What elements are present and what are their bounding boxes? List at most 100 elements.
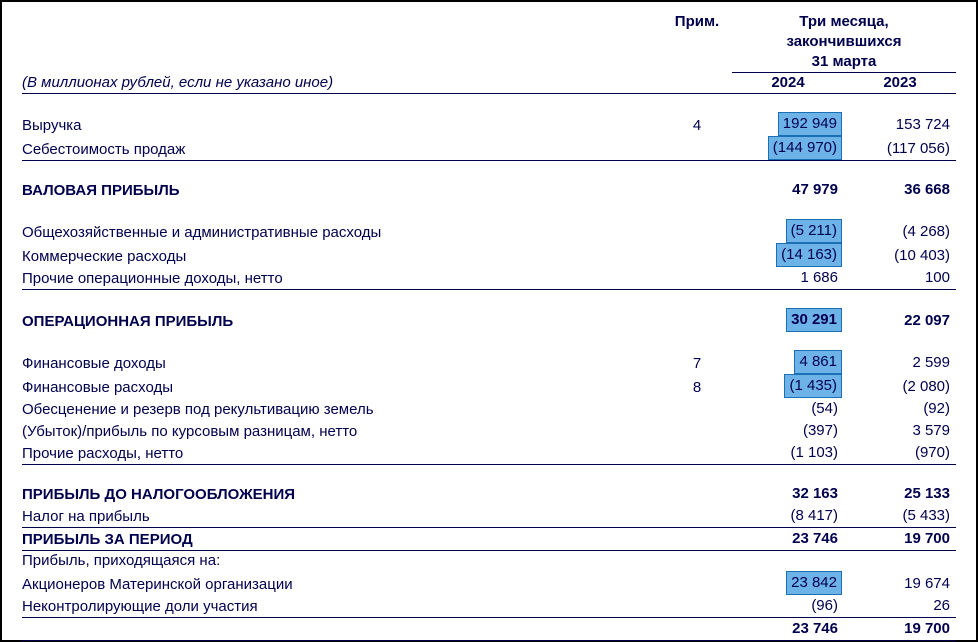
- row-value-2024: 47 979: [732, 179, 844, 201]
- header-units: (В миллионах рублей, если не указано ино…: [22, 74, 333, 91]
- row-value-2024: 23 746: [732, 528, 844, 551]
- row-value-2023: 100: [844, 267, 956, 290]
- row-note: [662, 483, 732, 505]
- row-value-2023: 19 700: [844, 528, 956, 551]
- row-label: Себестоимость продаж: [22, 136, 662, 161]
- row-value-2023: (5 433): [844, 505, 956, 528]
- row-value-2023: [844, 551, 956, 572]
- row-value-2023: 3 579: [844, 420, 956, 442]
- row-label: Общехозяйственные и административные рас…: [22, 219, 662, 243]
- table-row: Прочие операционные доходы, нетто 1 68610…: [22, 267, 956, 290]
- row-note: 8: [662, 374, 732, 398]
- table-row: Прочие расходы, нетто (1 103)(970): [22, 442, 956, 465]
- row-note: 7: [662, 350, 732, 374]
- row-value-2023: (970): [844, 442, 956, 465]
- row-note: [662, 136, 732, 161]
- row-note: [662, 179, 732, 201]
- row-label: [22, 618, 662, 641]
- table-row: Налог на прибыль (8 417)(5 433): [22, 505, 956, 528]
- row-value-2023: (10 403): [844, 243, 956, 267]
- row-value-2024: [732, 551, 844, 572]
- row-value-2023: (92): [844, 398, 956, 420]
- row-value-2024: 192 949: [732, 112, 844, 136]
- row-label: Акционеров Материнской организации: [22, 571, 662, 595]
- row-label: Прочие операционные доходы, нетто: [22, 267, 662, 290]
- row-label: ПРИБЫЛЬ ДО НАЛОГООБЛОЖЕНИЯ: [22, 483, 662, 505]
- table-row: 23 74619 700: [22, 618, 956, 641]
- table-row: (Убыток)/прибыль по курсовым разницам, н…: [22, 420, 956, 442]
- row-note: [662, 571, 732, 595]
- row-value-2024: (1 103): [732, 442, 844, 465]
- table-row: ВАЛОВАЯ ПРИБЫЛЬ 47 97936 668: [22, 179, 956, 201]
- row-value-2023: 25 133: [844, 483, 956, 505]
- table-row: Финансовые расходы8(1 435)(2 080): [22, 374, 956, 398]
- row-label: Коммерческие расходы: [22, 243, 662, 267]
- row-note: [662, 267, 732, 290]
- row-note: [662, 442, 732, 465]
- row-note: [662, 595, 732, 618]
- row-label: Финансовые доходы: [22, 350, 662, 374]
- table-row: Прибыль, приходящаяся на:: [22, 551, 956, 572]
- header-period-l2: закончившихся: [786, 33, 901, 50]
- row-label: ОПЕРАЦИОННАЯ ПРИБЫЛЬ: [22, 308, 662, 332]
- row-value-2024: (397): [732, 420, 844, 442]
- row-value-2023: 153 724: [844, 112, 956, 136]
- table-row: Обесценение и резерв под рекультивацию з…: [22, 398, 956, 420]
- row-value-2024: 1 686: [732, 267, 844, 290]
- table-row: Выручка4192 949153 724: [22, 112, 956, 136]
- table-row: ПРИБЫЛЬ ДО НАЛОГООБЛОЖЕНИЯ 32 16325 133: [22, 483, 956, 505]
- row-value-2024: (144 970): [732, 136, 844, 161]
- row-note: [662, 398, 732, 420]
- row-label: Финансовые расходы: [22, 374, 662, 398]
- row-value-2024: 23 746: [732, 618, 844, 641]
- row-value-2023: (4 268): [844, 219, 956, 243]
- header-note: Прим.: [675, 13, 719, 30]
- table-row: Неконтролирующие доли участия (96)26: [22, 595, 956, 618]
- row-label: ПРИБЫЛЬ ЗА ПЕРИОД: [22, 528, 662, 551]
- row-note: [662, 308, 732, 332]
- row-value-2024: (14 163): [732, 243, 844, 267]
- row-note: [662, 551, 732, 572]
- row-value-2024: (54): [732, 398, 844, 420]
- table-row: ОПЕРАЦИОННАЯ ПРИБЫЛЬ 30 29122 097: [22, 308, 956, 332]
- row-value-2024: 23 842: [732, 571, 844, 595]
- row-note: [662, 243, 732, 267]
- row-note: [662, 219, 732, 243]
- row-label: Выручка: [22, 112, 662, 136]
- row-value-2024: (1 435): [732, 374, 844, 398]
- row-value-2023: 19 700: [844, 618, 956, 641]
- row-value-2023: 36 668: [844, 179, 956, 201]
- row-note: [662, 420, 732, 442]
- income-statement-table: Прим. Три месяца, закончившихся 31 марта…: [22, 12, 956, 641]
- row-value-2024: (5 211): [732, 219, 844, 243]
- row-note: [662, 528, 732, 551]
- row-value-2023: 26: [844, 595, 956, 618]
- table-row: Финансовые доходы74 8612 599: [22, 350, 956, 374]
- row-value-2024: 32 163: [732, 483, 844, 505]
- row-value-2024: (96): [732, 595, 844, 618]
- table-row: Коммерческие расходы (14 163)(10 403): [22, 243, 956, 267]
- table-row: Акционеров Материнской организации 23 842…: [22, 571, 956, 595]
- row-value-2023: 19 674: [844, 571, 956, 595]
- row-value-2023: 2 599: [844, 350, 956, 374]
- header-period-l1: Три месяца,: [799, 13, 888, 30]
- header-period-l3: 31 марта: [812, 53, 877, 70]
- row-label: Неконтролирующие доли участия: [22, 595, 662, 618]
- table-row: Себестоимость продаж (144 970)(117 056): [22, 136, 956, 161]
- row-note: [662, 618, 732, 641]
- table-row: Общехозяйственные и административные рас…: [22, 219, 956, 243]
- row-label: ВАЛОВАЯ ПРИБЫЛЬ: [22, 179, 662, 201]
- row-value-2024: 30 291: [732, 308, 844, 332]
- row-value-2024: (8 417): [732, 505, 844, 528]
- row-label: Прочие расходы, нетто: [22, 442, 662, 465]
- row-label: Налог на прибыль: [22, 505, 662, 528]
- row-value-2023: 22 097: [844, 308, 956, 332]
- row-label: Прибыль, приходящаяся на:: [22, 551, 662, 572]
- row-note: [662, 505, 732, 528]
- table-row: ПРИБЫЛЬ ЗА ПЕРИОД 23 74619 700: [22, 528, 956, 551]
- row-value-2023: (2 080): [844, 374, 956, 398]
- row-label: (Убыток)/прибыль по курсовым разницам, н…: [22, 420, 662, 442]
- header-year2: 2023: [883, 74, 916, 91]
- header-year1: 2024: [771, 74, 804, 91]
- row-value-2023: (117 056): [844, 136, 956, 161]
